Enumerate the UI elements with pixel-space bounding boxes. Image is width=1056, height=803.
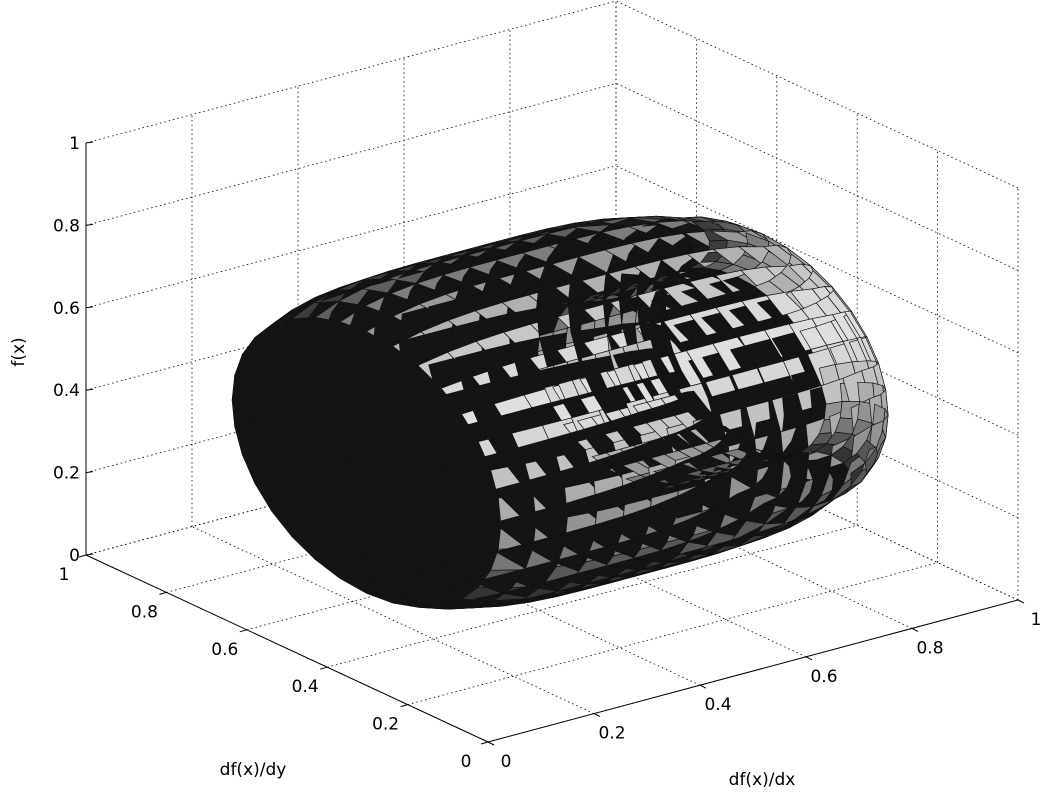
z-tick bbox=[85, 223, 94, 226]
tick-labels: 0 0 0 0.2 0.2 0.2 0.4 0.4 0.4 0.6 0.6 0.6 0.8 0.8 0.8 1… bbox=[53, 134, 1041, 772]
grid-line bbox=[85, 0, 617, 144]
grid-line bbox=[246, 487, 777, 631]
z-tick bbox=[85, 141, 94, 144]
z-tick bbox=[85, 553, 94, 556]
x-tick-label: 0.8 bbox=[916, 638, 943, 658]
y-tick bbox=[320, 666, 328, 670]
surface-patch bbox=[860, 457, 879, 483]
x-tick bbox=[487, 741, 495, 746]
y-tick-label: 0.2 bbox=[372, 715, 399, 735]
y-tick bbox=[400, 704, 408, 708]
y-axis-line bbox=[85, 554, 489, 743]
z-tick bbox=[85, 471, 94, 474]
z-tick-label: 0.4 bbox=[53, 381, 80, 401]
x-axis-label: df(x)/dx bbox=[729, 770, 796, 790]
x-tick bbox=[911, 627, 919, 632]
x-tick-label: 0.4 bbox=[704, 695, 731, 715]
y-tick-label: 0.4 bbox=[292, 677, 319, 697]
grid-line bbox=[327, 524, 858, 668]
z-tick-label: 0 bbox=[69, 546, 80, 566]
x-tick-label: 0 bbox=[501, 752, 512, 772]
x-tick bbox=[699, 684, 707, 689]
y-tick bbox=[239, 629, 247, 633]
y-tick-label: 0 bbox=[461, 752, 472, 772]
x-tick bbox=[805, 656, 813, 661]
z-tick-label: 0.2 bbox=[53, 464, 80, 484]
y-tick-label: 0.6 bbox=[211, 640, 238, 660]
grid-line bbox=[85, 165, 617, 309]
grid-line bbox=[85, 412, 617, 556]
axes bbox=[78, 141, 1025, 746]
grid-line bbox=[407, 562, 938, 705]
y-tick bbox=[78, 554, 87, 558]
grid-line bbox=[166, 450, 697, 593]
x-tick-label: 0.2 bbox=[598, 724, 625, 744]
z-tick bbox=[85, 306, 94, 309]
grid-line bbox=[85, 330, 617, 473]
z-tick-label: 1 bbox=[69, 134, 80, 154]
y-tick bbox=[159, 591, 167, 595]
y-tick-label: 1 bbox=[59, 565, 70, 585]
y-axis-label: df(x)/dy bbox=[220, 760, 287, 780]
grid-line bbox=[85, 83, 617, 226]
x-tick bbox=[1017, 599, 1025, 604]
z-axis-label: f(x) bbox=[9, 337, 29, 366]
y-tick bbox=[480, 741, 489, 745]
x-tick bbox=[593, 713, 601, 718]
grid-line bbox=[615, 165, 1019, 354]
y-tick-label: 0.8 bbox=[131, 602, 158, 622]
z-tick bbox=[85, 388, 94, 391]
grid-line bbox=[615, 83, 1019, 271]
x-axis-line bbox=[487, 599, 1019, 743]
grid-line bbox=[615, 0, 1019, 189]
z-tick-label: 0.6 bbox=[53, 299, 80, 319]
surface bbox=[231, 215, 889, 610]
x-tick-label: 0.6 bbox=[810, 667, 837, 687]
z-tick-label: 0.8 bbox=[53, 216, 80, 236]
grid-line bbox=[191, 526, 595, 714]
grid-line bbox=[85, 247, 617, 391]
x-tick-label: 1 bbox=[1031, 610, 1042, 630]
